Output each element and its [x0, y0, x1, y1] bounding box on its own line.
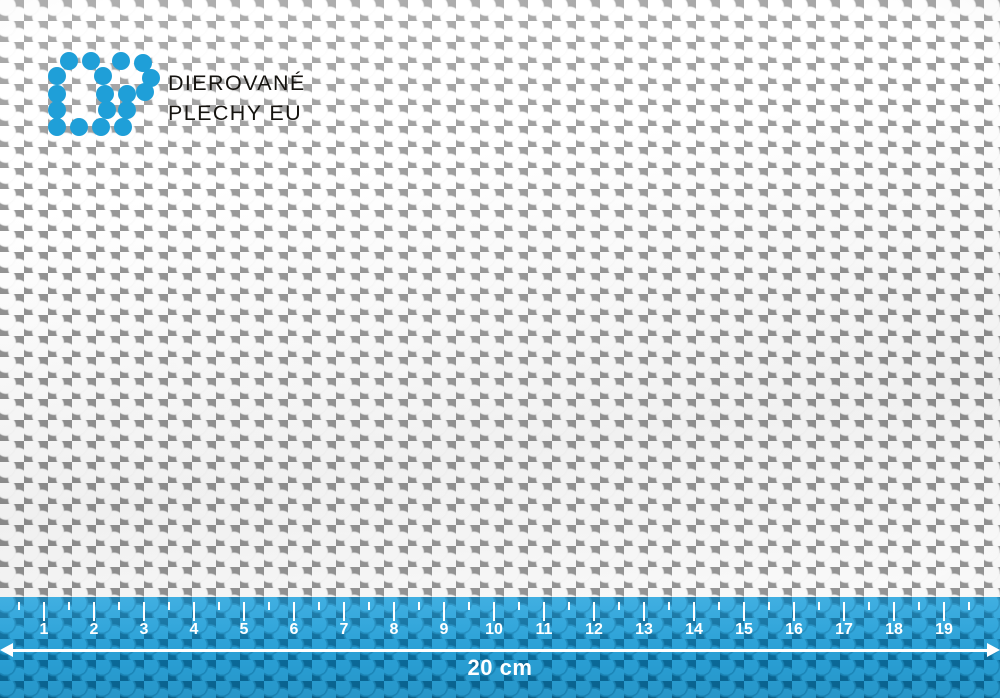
ruler-tick-major [893, 602, 895, 621]
ruler-tick-minor [818, 602, 820, 610]
logo-wordmark: DIEROVANÉ PLECHY EU [168, 68, 306, 128]
ruler-tick-label: 4 [189, 621, 199, 638]
ruler-tick-minor [468, 602, 470, 610]
ruler-tick-label: 11 [535, 621, 553, 638]
ruler-tick-label: 1 [39, 621, 49, 638]
ruler-tick-minor [618, 602, 620, 610]
ruler-tick-major [743, 602, 745, 621]
ruler-tick-minor [368, 602, 370, 610]
ruler-tick-label: 14 [685, 621, 703, 638]
ruler-tick-major [143, 602, 145, 621]
ruler-tick-major [93, 602, 95, 621]
measure-arrow-line [10, 649, 990, 652]
ruler-tick-minor [18, 602, 20, 610]
logo-dot [82, 52, 100, 70]
ruler-tick-label: 10 [485, 621, 503, 638]
ruler-tick-major [243, 602, 245, 621]
ruler-tick-label: 17 [835, 621, 853, 638]
ruler-tick-major [193, 602, 195, 621]
ruler-tick-label: 13 [635, 621, 653, 638]
ruler-tick-minor [718, 602, 720, 610]
ruler-tick-label: 5 [239, 621, 249, 638]
ruler-tick-label: 9 [439, 621, 449, 638]
ruler-tick-major [543, 602, 545, 621]
logo-line-2: PLECHY EU [168, 101, 303, 125]
ruler-tick-minor [668, 602, 670, 610]
ruler-tick-label: 7 [339, 621, 349, 638]
logo-dot [92, 118, 110, 136]
logo-dot [134, 54, 152, 72]
ruler-tick-label: 15 [735, 621, 753, 638]
ruler-tick-minor [168, 602, 170, 610]
logo-dot [136, 83, 154, 101]
ruler-tick-label: 2 [89, 621, 99, 638]
ruler-tick-major [393, 602, 395, 621]
ruler-tick-minor [968, 602, 970, 610]
logo-dot [142, 69, 160, 87]
ruler-tick-label: 6 [289, 621, 299, 638]
logo-dot [48, 67, 66, 85]
ruler-tick-major [593, 602, 595, 621]
ruler-tick-major [643, 602, 645, 621]
logo-dot [60, 52, 78, 70]
ruler-tick-minor [418, 602, 420, 610]
logo-dot [98, 101, 116, 119]
logo-dot [48, 101, 66, 119]
logo-dot [112, 52, 130, 70]
logo-dot [118, 85, 136, 103]
logo-dot [118, 101, 136, 119]
ruler-tick-minor [518, 602, 520, 610]
ruler-tick-minor [268, 602, 270, 610]
scale-ruler-band: 1 2 3 4 5 6 7 8 9 10 11 12 13 14 15 16 17 18 19 20 cm [0, 597, 1000, 698]
logo-dot [114, 118, 132, 136]
ruler-tick-label: 12 [585, 621, 603, 638]
ruler-tick-minor [68, 602, 70, 610]
ruler-tick-label: 16 [785, 621, 803, 638]
arrow-head-right-icon [987, 643, 1000, 657]
ruler-tick-minor [868, 602, 870, 610]
ruler-tick-major [793, 602, 795, 621]
logo-dot [70, 118, 88, 136]
ruler-tick-minor [568, 602, 570, 610]
logo-dot [96, 85, 114, 103]
ruler-tick-major [493, 602, 495, 621]
logo-dot [94, 67, 112, 85]
logo-line-1: DIEROVANÉ [168, 71, 306, 95]
ruler-tick-major [43, 602, 45, 621]
ruler-tick-minor [318, 602, 320, 610]
ruler-tick-label: 8 [389, 621, 399, 638]
ruler-tick-minor [768, 602, 770, 610]
logo-dot [48, 118, 66, 136]
ruler-tick-minor [218, 602, 220, 610]
logo-dot [48, 85, 66, 103]
ruler-tick-label: 18 [885, 621, 903, 638]
ruler-tick-major [693, 602, 695, 621]
logo-dot-mark-icon [36, 52, 160, 144]
ruler-tick-major [293, 602, 295, 621]
ruler-shade-overlay [0, 597, 1000, 698]
ruler-tick-label: 19 [935, 621, 953, 638]
arrow-head-left-icon [0, 643, 13, 657]
ruler-tick-minor [918, 602, 920, 610]
ruler-tick-label: 3 [139, 621, 149, 638]
ruler-tick-major [943, 602, 945, 621]
ruler-tick-major [843, 602, 845, 621]
ruler-tick-major [443, 602, 445, 621]
ruler-tick-minor [118, 602, 120, 610]
scale-total-label: 20 cm [467, 655, 533, 680]
ruler-tick-major [343, 602, 345, 621]
brand-logo: DIEROVANÉ PLECHY EU [36, 52, 336, 144]
